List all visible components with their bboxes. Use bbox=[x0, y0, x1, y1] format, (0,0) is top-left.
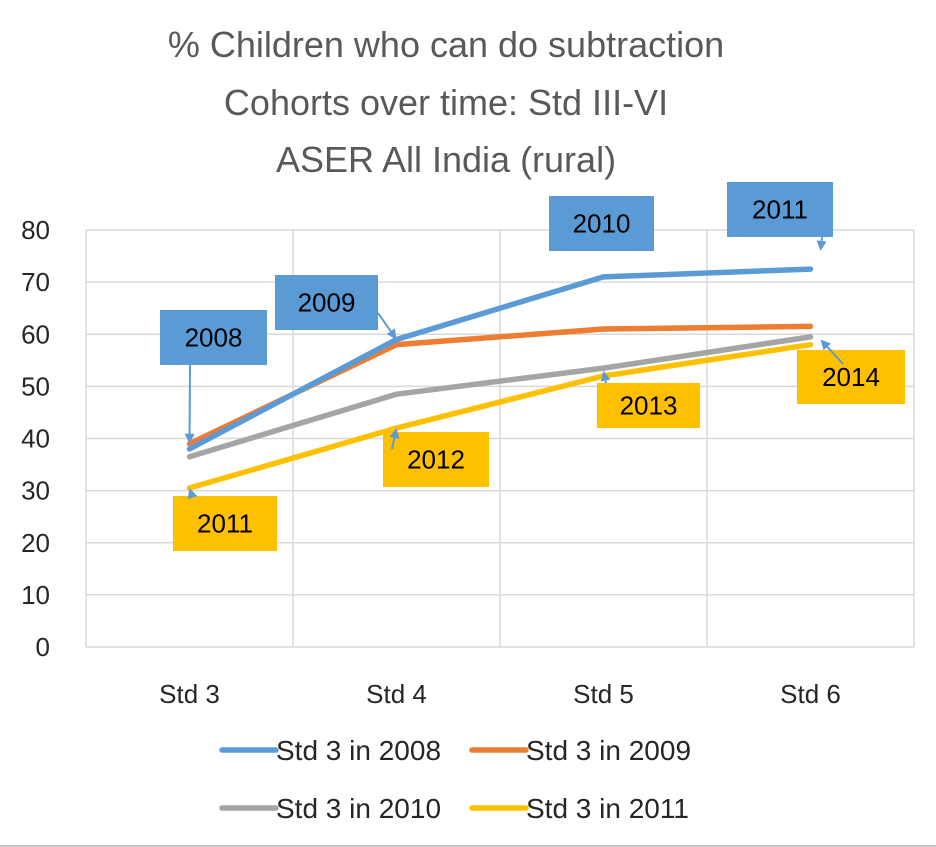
y-tick-label: 10 bbox=[21, 580, 50, 610]
callout-box bbox=[727, 182, 833, 237]
legend-item: Std 3 in 2008 bbox=[219, 735, 441, 766]
callout-arrow-line bbox=[826, 346, 844, 365]
title-line: % Children who can do subtraction bbox=[168, 24, 724, 65]
callout-arrow-line bbox=[604, 380, 607, 384]
callout: 2010 bbox=[549, 196, 654, 251]
callout-arrow-head bbox=[184, 433, 195, 444]
y-tick-label: 50 bbox=[21, 371, 50, 401]
callout-box bbox=[797, 350, 905, 404]
title-line: Cohorts over time: Std III-VI bbox=[224, 82, 668, 123]
callout-label: 2008 bbox=[185, 323, 243, 353]
y-tick-label: 20 bbox=[21, 528, 50, 558]
callout: 2014 bbox=[797, 339, 905, 404]
callout-box bbox=[549, 196, 654, 251]
callout-label: 2013 bbox=[620, 391, 678, 421]
y-tick-label: 30 bbox=[21, 476, 50, 506]
legend-label: Std 3 in 2011 bbox=[526, 793, 689, 824]
legend-label: Std 3 in 2009 bbox=[526, 735, 691, 766]
callout-label: 2011 bbox=[197, 509, 253, 539]
legend-label: Std 3 in 2008 bbox=[276, 735, 441, 766]
legend: Std 3 in 2008 Std 3 in 2009 Std 3 in 2010 S… bbox=[219, 735, 691, 824]
legend-item: Std 3 in 2011 bbox=[469, 793, 689, 824]
callout-box bbox=[275, 275, 378, 330]
y-tick-label: 80 bbox=[21, 215, 50, 245]
x-tick-label: Std 5 bbox=[573, 679, 634, 709]
callout: 2009 bbox=[275, 275, 397, 340]
callout-arrow-head bbox=[389, 428, 400, 439]
callout-box bbox=[160, 310, 267, 365]
callout-box bbox=[173, 496, 277, 551]
series-lines bbox=[186, 266, 814, 491]
callout-box bbox=[383, 432, 489, 487]
x-axis-ticks: Std 3 Std 4 Std 5 Std 6 bbox=[159, 679, 841, 709]
callout-label: 2012 bbox=[407, 445, 465, 475]
title-line: ASER All India (rural) bbox=[276, 139, 616, 180]
callout-arrow-head bbox=[600, 370, 611, 382]
y-tick-label: 70 bbox=[21, 267, 50, 297]
series-line bbox=[186, 334, 814, 460]
callout-arrow-line bbox=[391, 437, 396, 450]
series-line bbox=[186, 266, 814, 452]
callout-arrow-head bbox=[386, 328, 397, 340]
callout: 2008 bbox=[160, 310, 267, 444]
callout-label: 2010 bbox=[573, 209, 631, 239]
x-tick-label: Std 4 bbox=[366, 679, 427, 709]
y-tick-label: 40 bbox=[21, 424, 50, 454]
legend-label: Std 3 in 2010 bbox=[276, 793, 441, 824]
x-tick-label: Std 3 bbox=[159, 679, 220, 709]
y-tick-label: 60 bbox=[21, 319, 50, 349]
callout-box bbox=[597, 383, 700, 428]
callout-label: 2011 bbox=[752, 195, 808, 225]
callout-label: 2014 bbox=[822, 362, 880, 392]
y-axis-ticks: 0 10 20 30 40 50 60 70 80 bbox=[21, 215, 50, 662]
legend-item: Std 3 in 2010 bbox=[219, 793, 441, 824]
callout-label: 2009 bbox=[298, 288, 356, 318]
series-line bbox=[186, 341, 814, 491]
callout: 2011 bbox=[173, 488, 277, 551]
callout: 2011 bbox=[727, 182, 833, 251]
callout-arrow-head bbox=[816, 240, 827, 251]
callouts: 2008 2009 2010 2011 2011 2012 2013 2014 bbox=[160, 182, 905, 551]
callout: 2012 bbox=[383, 428, 489, 487]
callout-arrow-line bbox=[377, 312, 392, 332]
callout: 2013 bbox=[597, 370, 700, 428]
callout-arrow-head bbox=[820, 339, 831, 351]
chart-title: % Children who can do subtraction Cohorts… bbox=[168, 24, 724, 180]
x-tick-label: Std 6 bbox=[780, 679, 841, 709]
callout-arrow-head bbox=[187, 488, 198, 500]
y-tick-label: 0 bbox=[36, 632, 50, 662]
legend-item: Std 3 in 2009 bbox=[469, 735, 691, 766]
